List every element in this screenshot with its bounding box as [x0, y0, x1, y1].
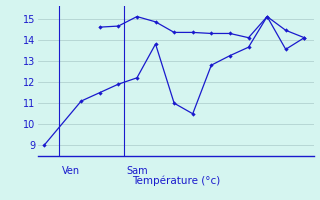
Text: Sam: Sam: [127, 166, 148, 177]
Text: Ven: Ven: [62, 166, 80, 177]
X-axis label: Température (°c): Température (°c): [132, 175, 220, 186]
